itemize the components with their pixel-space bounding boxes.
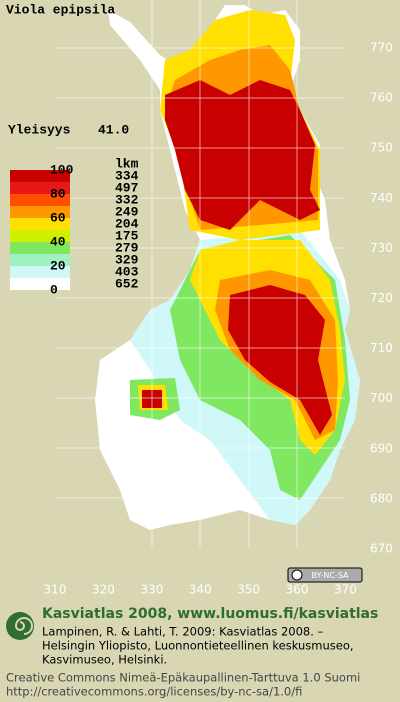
citation-line: Lampinen, R. & Lahti, T. 2009: Kasviatla… bbox=[42, 625, 324, 639]
y-label: 670 bbox=[370, 542, 393, 556]
scale-label: 20 bbox=[50, 258, 66, 273]
count-label: 334 bbox=[115, 168, 139, 183]
y-label: 760 bbox=[370, 91, 393, 105]
legend: 100 80 60 40 20 0 3344973322492041752793294036… bbox=[10, 162, 139, 297]
count-label: 652 bbox=[115, 276, 139, 291]
legend-swatch bbox=[10, 182, 70, 194]
count-label: 279 bbox=[115, 240, 139, 255]
x-label: 340 bbox=[189, 583, 212, 597]
legend-swatch bbox=[10, 278, 70, 290]
x-label: 350 bbox=[237, 583, 260, 597]
y-label: 680 bbox=[370, 491, 393, 505]
count-label: 204 bbox=[115, 216, 139, 231]
legend-swatch bbox=[10, 242, 70, 254]
legend-swatch bbox=[10, 218, 70, 230]
logo bbox=[6, 612, 34, 640]
count-label: 332 bbox=[115, 192, 139, 207]
map bbox=[55, 0, 360, 548]
y-label: 690 bbox=[370, 441, 393, 455]
citation-line: Kasvimuseo, Helsinki. bbox=[42, 653, 167, 667]
scale-label: 40 bbox=[50, 234, 66, 249]
y-label: 710 bbox=[370, 341, 393, 355]
count-label: 329 bbox=[115, 252, 139, 267]
license-line: http://creativecommons.org/licenses/by-n… bbox=[6, 685, 302, 699]
count-label: 403 bbox=[115, 264, 139, 279]
x-label: 330 bbox=[140, 583, 163, 597]
scale-label: 60 bbox=[50, 210, 66, 225]
legend-swatch bbox=[10, 194, 70, 206]
legend-swatch bbox=[10, 254, 70, 266]
count-label: 249 bbox=[115, 204, 139, 219]
y-label: 740 bbox=[370, 191, 393, 205]
frequency-label: Yleisyys bbox=[8, 122, 71, 137]
y-label: 700 bbox=[370, 391, 393, 405]
scale-label: 80 bbox=[50, 186, 66, 201]
legend-swatch bbox=[10, 230, 70, 242]
legend-swatch bbox=[10, 266, 70, 278]
title: Viola epipsila bbox=[6, 2, 115, 17]
legend-swatch bbox=[10, 206, 70, 218]
y-label: 750 bbox=[370, 141, 393, 155]
citation-line: Helsingin Yliopisto, Luonnontieteellinen… bbox=[42, 639, 354, 653]
license-line: Creative Commons Nimeä-Epäkaupallinen-Ta… bbox=[6, 671, 360, 685]
x-label: 310 bbox=[44, 583, 67, 597]
y-label: 730 bbox=[370, 241, 393, 255]
scale-label: 0 bbox=[50, 282, 58, 297]
frequency-value: 41.0 bbox=[98, 122, 129, 137]
count-header: lkm bbox=[115, 156, 139, 171]
x-labels: 310 320 330 340 350 360 370 bbox=[44, 583, 357, 597]
badge-text: BY-NC-SA bbox=[311, 571, 349, 580]
x-label: 370 bbox=[334, 583, 357, 597]
license-badge: BY-NC-SA bbox=[287, 567, 363, 583]
count-label: 497 bbox=[115, 180, 138, 195]
y-labels: 770 760 750 740 730 720 710 700 690 680 670 bbox=[370, 41, 393, 556]
count-label: 175 bbox=[115, 228, 139, 243]
scale-label: 100 bbox=[50, 162, 74, 177]
footer-heading: Kasviatlas 2008, www.luomus.fi/kasviatla… bbox=[42, 606, 378, 622]
y-label: 720 bbox=[370, 291, 393, 305]
y-label: 770 bbox=[370, 41, 393, 55]
legend-swatch bbox=[10, 170, 70, 182]
x-label: 360 bbox=[286, 583, 309, 597]
x-label: 320 bbox=[92, 583, 115, 597]
